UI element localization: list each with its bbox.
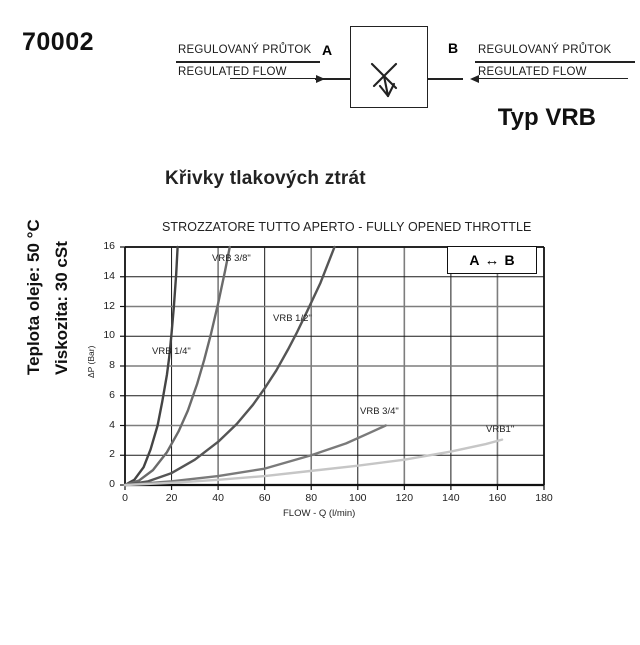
flow-rule-left xyxy=(176,61,320,63)
x-tick-label: 20 xyxy=(165,492,178,504)
type-name: VRB xyxy=(545,104,596,131)
series-label: VRB 3/8" xyxy=(212,253,251,264)
throttle-valve-icon xyxy=(370,62,398,98)
flow-label-left-cz: REGULOVANÝ PRŮTOK xyxy=(178,44,312,56)
x-tick-label: 80 xyxy=(305,492,318,504)
y-tick-label: 2 xyxy=(109,448,115,461)
x-tick-label: 0 xyxy=(122,492,128,504)
series-label: VRB 1/4" xyxy=(152,346,191,357)
y-tick-label: 16 xyxy=(103,240,115,252)
series-label: VRB1" xyxy=(486,424,515,435)
flow-label-right-cz: REGULOVANÝ PRŮTOK xyxy=(478,44,612,56)
flow-arrow-line-out xyxy=(478,78,628,80)
port-label-a: A xyxy=(322,42,333,58)
type-prefix: Typ xyxy=(497,104,539,131)
y-tick-label: 6 xyxy=(109,388,115,401)
flow-arrow-left-icon xyxy=(470,75,479,83)
port-label-b: B xyxy=(448,40,459,56)
y-tick-label: 14 xyxy=(103,269,115,282)
flow-rule-right xyxy=(475,61,635,63)
type-designation: Typ VRB xyxy=(498,104,596,132)
legend-port-a: A xyxy=(469,252,480,268)
series-label: VRB 1/2" xyxy=(273,313,312,324)
legend-direction-box: A ↔ B xyxy=(447,246,537,274)
hydraulic-symbol-diagram: REGULOVANÝ PRŮTOK REGULATED FLOW REGULOV… xyxy=(170,18,635,123)
x-tick-label: 120 xyxy=(395,492,414,504)
y-tick-label: 10 xyxy=(103,329,115,342)
y-tick-label: 12 xyxy=(103,299,115,312)
x-tick-label: 140 xyxy=(442,492,460,504)
x-axis-title: FLOW - Q (l/min) xyxy=(283,508,356,519)
flow-label-left-en: REGULATED FLOW xyxy=(178,66,287,78)
x-tick-label: 100 xyxy=(349,492,367,504)
chart-title: Křivky tlakových ztrát xyxy=(165,168,366,189)
flow-arrow-line-in xyxy=(230,78,318,80)
flow-label-right-en: REGULATED FLOW xyxy=(478,66,587,78)
y-tick-label: 4 xyxy=(109,418,115,431)
document-number: 70002 xyxy=(22,28,95,56)
bidirectional-arrow-icon: ↔ xyxy=(484,251,500,269)
oil-temperature-note: Teplota oleje: 50 °C xyxy=(24,219,43,375)
series-label: VRB 3/4" xyxy=(360,406,399,417)
x-tick-label: 40 xyxy=(212,492,224,504)
y-tick-label: 0 xyxy=(109,478,115,490)
oil-viscosity-note: Viskozita: 30 cSt xyxy=(52,241,71,375)
y-tick-label: 8 xyxy=(109,359,115,371)
legend-port-b: B xyxy=(504,252,515,268)
x-tick-label: 60 xyxy=(258,492,271,504)
chart-subtitle: STROZZATORE TUTTO APERTO - FULLY OPENED … xyxy=(162,220,532,234)
x-tick-label: 180 xyxy=(535,492,553,504)
x-tick-label: 160 xyxy=(488,492,507,504)
